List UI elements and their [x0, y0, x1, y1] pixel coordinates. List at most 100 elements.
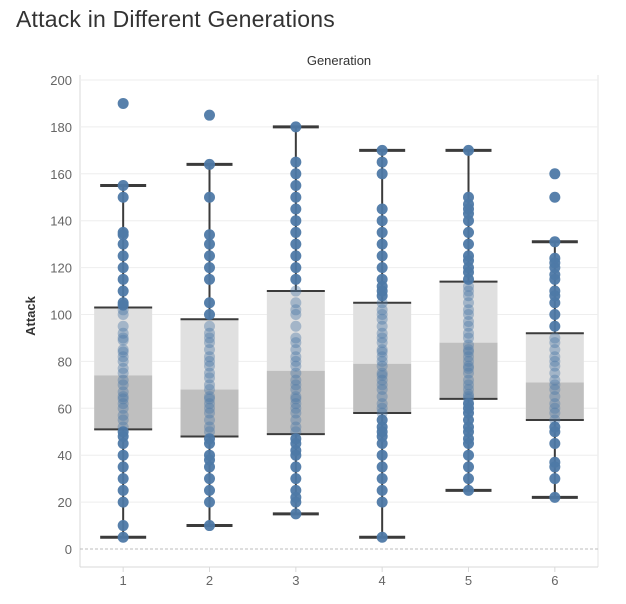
data-point — [117, 226, 129, 238]
data-point — [290, 407, 302, 419]
data-point — [290, 191, 302, 203]
data-point — [204, 372, 215, 384]
data-point — [376, 531, 388, 543]
data-point — [463, 379, 474, 391]
data-point — [463, 309, 474, 320]
data-point — [117, 297, 129, 309]
data-point — [204, 191, 215, 203]
box-upper — [94, 307, 153, 376]
data-point — [376, 391, 388, 403]
data-point — [290, 238, 302, 250]
data-point — [549, 437, 561, 449]
data-point — [549, 252, 561, 264]
data-point — [290, 414, 302, 426]
box-lower — [525, 382, 584, 421]
data-point — [204, 398, 215, 410]
data-point — [376, 369, 388, 381]
data-point — [549, 355, 561, 367]
data-point — [290, 461, 302, 473]
x-tick-label: 3 — [292, 573, 299, 588]
data-point — [117, 191, 129, 203]
data-point — [376, 407, 388, 419]
box-lower — [180, 389, 239, 437]
data-point — [549, 421, 561, 433]
data-point — [463, 346, 474, 358]
data-point — [290, 484, 302, 496]
data-point — [290, 226, 302, 238]
x-tick-labels: 1 2 3 4 5 6 — [120, 567, 558, 588]
box-upper — [180, 319, 239, 390]
data-point — [463, 327, 474, 339]
data-point — [376, 337, 388, 349]
y-tick-labels: 0 20 40 60 80 100 120 140 160 180 200 — [50, 73, 72, 557]
y-tick-label: 60 — [58, 401, 72, 416]
data-point — [204, 238, 215, 250]
data-point — [204, 360, 215, 372]
data-point — [376, 461, 388, 473]
data-point — [204, 384, 215, 396]
data-point — [376, 374, 388, 386]
data-point — [376, 360, 388, 372]
data-point — [117, 334, 129, 346]
data-point — [376, 320, 388, 332]
chart-title: Attack in Different Generations — [16, 6, 335, 32]
data-point — [117, 421, 129, 433]
data-point — [376, 384, 388, 396]
data-point — [463, 484, 474, 496]
data-point — [204, 473, 215, 485]
data-point — [204, 250, 215, 262]
data-point — [117, 346, 129, 358]
data-point — [549, 398, 561, 410]
data-point — [549, 491, 561, 503]
data-point — [549, 168, 561, 180]
data-point — [117, 180, 129, 192]
data-point — [376, 273, 388, 285]
box-lower — [94, 375, 153, 430]
data-point — [117, 367, 129, 379]
data-point — [117, 398, 129, 410]
data-point — [376, 367, 388, 379]
data-point — [376, 355, 388, 367]
data-point — [376, 309, 388, 320]
data-point — [549, 391, 561, 403]
data-point — [463, 391, 474, 403]
data-point — [290, 215, 302, 227]
data-point — [376, 144, 388, 156]
data-point — [463, 191, 474, 203]
data-point — [117, 393, 129, 405]
data-point — [117, 461, 129, 473]
data-point — [376, 332, 388, 344]
data-point — [290, 433, 302, 445]
data-point — [463, 316, 474, 328]
data-point — [376, 226, 388, 238]
data-point — [117, 496, 129, 508]
data-point — [376, 203, 388, 215]
data-point — [117, 262, 129, 274]
data-point — [204, 309, 215, 320]
data-point — [290, 391, 302, 403]
y-tick-label: 80 — [58, 354, 72, 369]
data-point — [204, 332, 215, 344]
data-point — [117, 449, 129, 461]
data-point — [204, 367, 215, 379]
data-point — [549, 456, 561, 468]
data-point — [117, 402, 129, 414]
data-point — [117, 484, 129, 496]
data-point — [204, 355, 215, 367]
box-upper — [353, 302, 412, 364]
x-tick-label: 4 — [379, 573, 386, 588]
data-point — [290, 473, 302, 485]
data-point — [204, 520, 215, 532]
data-point — [376, 313, 388, 325]
data-point — [290, 121, 302, 133]
data-point — [376, 484, 388, 496]
data-point — [117, 97, 129, 109]
data-point — [117, 351, 129, 363]
y-tick-label: 180 — [50, 120, 72, 135]
data-point — [290, 156, 302, 168]
data-point — [204, 379, 215, 391]
data-point — [204, 402, 215, 414]
data-point — [290, 421, 302, 433]
x-tick-label: 6 — [551, 573, 558, 588]
data-point — [376, 496, 388, 508]
